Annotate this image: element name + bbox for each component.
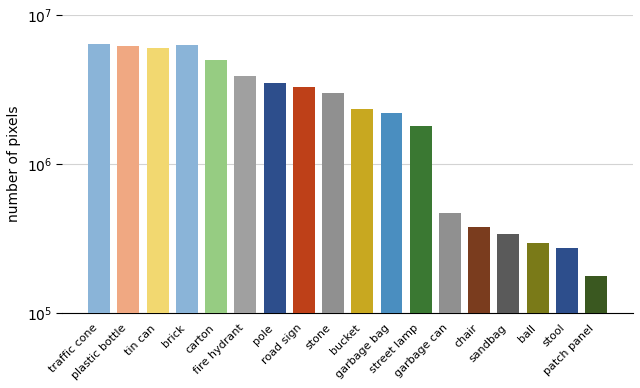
Bar: [410, 126, 432, 388]
Bar: [439, 213, 461, 388]
Bar: [556, 248, 578, 388]
Bar: [585, 276, 607, 388]
Bar: [264, 83, 285, 388]
Bar: [88, 44, 110, 388]
Bar: [176, 45, 198, 388]
Bar: [322, 93, 344, 388]
Bar: [468, 227, 490, 388]
Bar: [205, 60, 227, 388]
Bar: [497, 234, 520, 388]
Bar: [351, 109, 373, 388]
Bar: [381, 113, 403, 388]
Bar: [234, 76, 256, 388]
Bar: [293, 87, 315, 388]
Bar: [147, 48, 168, 388]
Bar: [117, 46, 140, 388]
Y-axis label: number of pixels: number of pixels: [7, 106, 21, 222]
Bar: [527, 243, 548, 388]
